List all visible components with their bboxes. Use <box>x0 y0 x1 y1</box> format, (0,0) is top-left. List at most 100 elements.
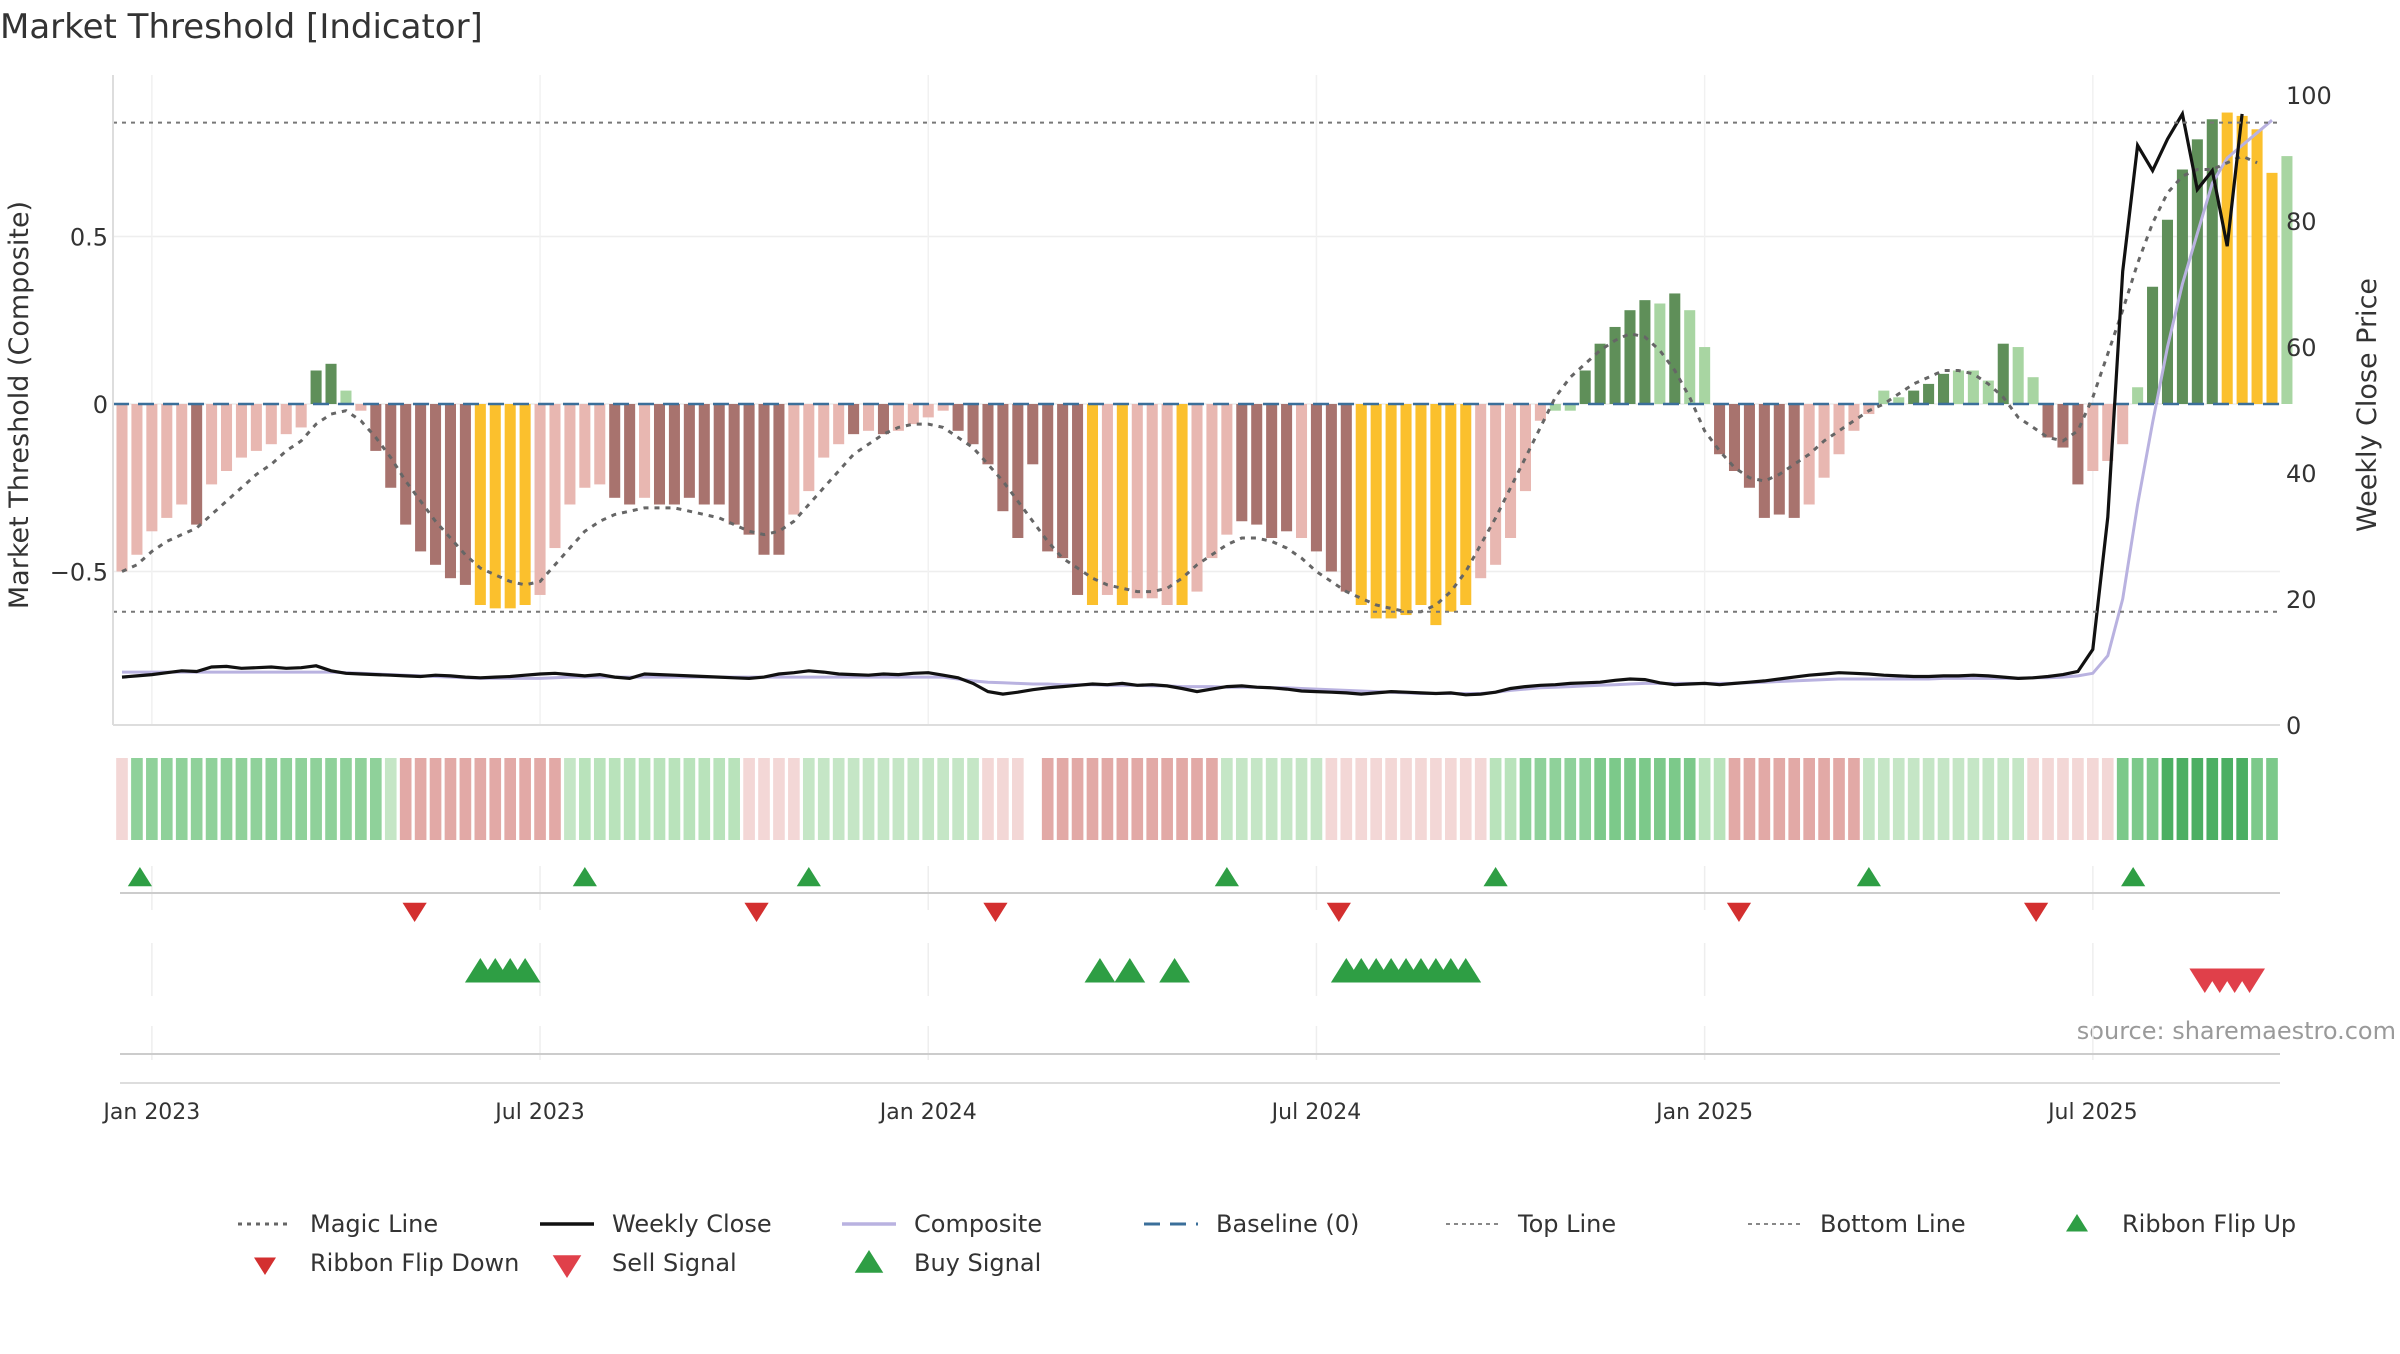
composite-bar <box>250 404 262 451</box>
ribbon-flip-up-marker <box>1214 867 1239 887</box>
y2-tick-label: 20 <box>2286 586 2317 614</box>
composite-bar <box>2057 404 2069 448</box>
composite-bar <box>1146 404 1158 599</box>
ribbon-cell <box>205 758 218 840</box>
ribbon-cell <box>519 758 531 840</box>
composite-bar <box>1758 404 1770 518</box>
composite-bar <box>1072 404 1084 595</box>
buy-signal-marker <box>1084 958 1116 983</box>
buy-signal-marker <box>1159 958 1191 983</box>
ribbon-flip-down-marker <box>983 902 1008 922</box>
axes: 0.5 0 −0.5 0 20 40 60 80 100 <box>50 75 2332 740</box>
composite-bar <box>355 404 367 411</box>
ribbon-cell <box>131 758 143 840</box>
ribbon-cell <box>1654 758 1666 840</box>
composite-bar <box>1863 404 1875 415</box>
ribbon-cell <box>1116 758 1129 840</box>
ribbon-cell <box>1997 758 2010 840</box>
composite-bar <box>1281 404 1293 532</box>
ribbon-cell <box>355 758 367 840</box>
composite-bar <box>863 404 875 431</box>
ribbon-cell <box>384 758 397 840</box>
composite-bar <box>176 404 188 505</box>
composite-bar <box>1997 343 2009 404</box>
chart-title: Market Threshold [Indicator] <box>0 7 483 47</box>
composite-bar <box>131 404 143 555</box>
ribbon-cell <box>623 758 636 840</box>
ribbon-cell <box>937 758 950 840</box>
x-axis: Jan 2023 Jul 2023 Jan 2024 Jul 2024 Jan 2025… <box>101 1082 2280 1125</box>
ribbon-cell <box>2072 758 2084 840</box>
ribbon-cell <box>2146 758 2159 840</box>
ribbon-cell <box>1624 758 1636 840</box>
composite-bar <box>967 404 979 445</box>
ribbon-cell <box>1967 758 1980 840</box>
composite-bar <box>1310 404 1322 552</box>
composite-bar <box>579 404 591 488</box>
composite-bar <box>1773 404 1785 515</box>
ribbon-cell <box>1698 758 1711 840</box>
legend-swatch <box>2066 1214 2088 1232</box>
composite-bar <box>2281 156 2293 404</box>
composite-bar <box>1191 404 1203 592</box>
composite-bar <box>1042 404 1054 552</box>
x-tick-label: Jan 2023 <box>101 1100 200 1125</box>
composite-bar <box>1594 343 1606 404</box>
ribbon-cell <box>2027 758 2039 840</box>
source-note: source: sharemaestro.com <box>2077 1017 2396 1045</box>
composite-bar <box>907 404 919 425</box>
ribbon-cell <box>190 758 203 840</box>
composite-bar <box>430 404 442 565</box>
composite-bar <box>1609 326 1621 404</box>
series-lines <box>113 109 2280 697</box>
ribbon-cell <box>1146 758 1159 840</box>
composite-bar <box>997 404 1009 512</box>
ribbon-cell <box>1922 758 1935 840</box>
ribbon-cell <box>1041 758 1054 840</box>
x-tick-label: Jul 2025 <box>2046 1100 2138 1125</box>
ribbon-cell <box>220 758 233 840</box>
legend-item: Sell Signal <box>552 1249 737 1278</box>
composite-bar <box>2191 139 2203 404</box>
ribbon-cell <box>967 758 979 840</box>
legend-label: Sell Signal <box>612 1249 737 1277</box>
composite-bar <box>220 404 233 471</box>
ribbon-cell <box>1086 758 1099 840</box>
composite-bar <box>892 404 904 431</box>
ribbon-cell <box>1639 758 1651 840</box>
signal-markers <box>120 867 2280 1055</box>
composite-bar <box>1848 404 1860 431</box>
buy-signal-marker <box>509 958 541 983</box>
composite-bar <box>937 404 949 411</box>
legend-label: Baseline (0) <box>1216 1210 1359 1238</box>
ribbon-cell <box>265 758 278 840</box>
ribbon-cell <box>399 758 412 840</box>
ribbon-cell <box>1877 758 1890 840</box>
ribbon-cell <box>1564 758 1577 840</box>
composite-bar <box>1221 404 1233 535</box>
ribbon-cell <box>564 758 576 840</box>
buy-signal-marker <box>1450 958 1482 983</box>
ribbon-cell <box>474 758 487 840</box>
ribbon-cell <box>1549 758 1562 840</box>
legend-label: Ribbon Flip Up <box>2122 1210 2296 1238</box>
composite-bar <box>1788 404 1800 518</box>
composite-bar <box>280 404 292 435</box>
composite-bar <box>235 404 247 458</box>
ribbon-cell <box>1668 758 1681 840</box>
legend-swatch <box>854 1250 884 1273</box>
ribbon-cell <box>1728 758 1741 840</box>
composite-bar <box>1908 390 1920 404</box>
composite-bar <box>1012 404 1024 538</box>
ribbon-cell <box>1295 758 1308 840</box>
composite-bar <box>415 404 427 552</box>
ribbon-cell <box>1370 758 1382 840</box>
ribbon-cell <box>698 758 711 840</box>
composite-bar <box>1684 310 1696 404</box>
magic-line <box>121 154 2258 614</box>
composite-bar <box>1967 370 1979 404</box>
legend-label: Top Line <box>1517 1210 1616 1238</box>
ribbon-cell <box>1191 758 1203 840</box>
composite-bar <box>2042 404 2054 438</box>
